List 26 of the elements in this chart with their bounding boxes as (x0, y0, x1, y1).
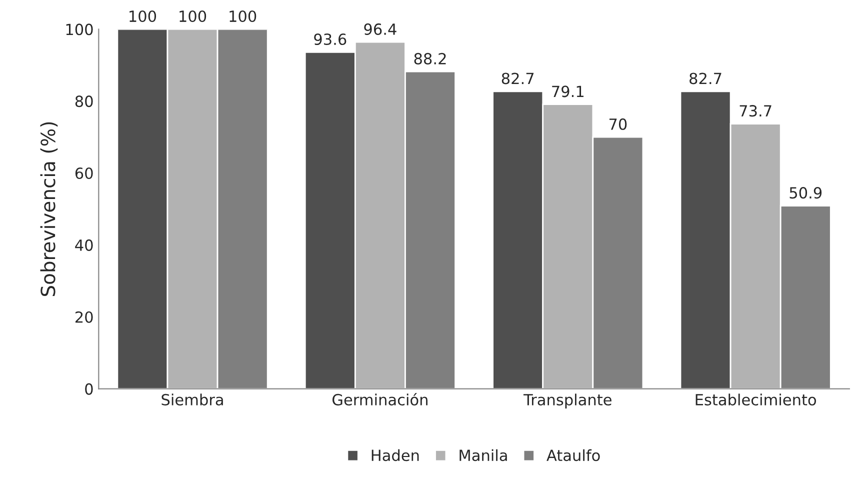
y-tick-label: 80 (75, 96, 93, 108)
data-label: 82.7 (690, 72, 722, 84)
y-tick-label: 20 (75, 311, 93, 323)
data-label: 88.2 (414, 52, 446, 64)
x-tick-label: Transplante (523, 394, 612, 408)
data-label: 82.7 (502, 72, 534, 84)
data-label: 100 (130, 10, 156, 22)
y-axis-title: Sobrevivencia (%) (40, 122, 58, 296)
legend-label: Ataulfo (546, 449, 600, 462)
data-label: 50.9 (790, 187, 822, 199)
data-label: 100 (180, 10, 206, 22)
x-tick-label: Siembra (162, 394, 223, 406)
x-tick-label: Establecimiento (696, 394, 816, 406)
data-label: 93.6 (314, 33, 346, 46)
data-label: 79.1 (552, 86, 584, 98)
y-tick-label: 40 (75, 239, 93, 251)
legend-label: Manila (460, 449, 507, 462)
data-label: 96.4 (364, 23, 396, 35)
data-label: 73.7 (740, 105, 772, 117)
data-label: 70 (609, 118, 627, 130)
y-tick-label: 60 (75, 167, 93, 180)
x-tick-label: Germinación (332, 393, 428, 406)
legend-label: Haden (372, 449, 419, 462)
y-tick-label: 100 (66, 24, 93, 36)
data-label: 100 (230, 10, 256, 22)
y-tick-label: 0 (85, 383, 93, 395)
